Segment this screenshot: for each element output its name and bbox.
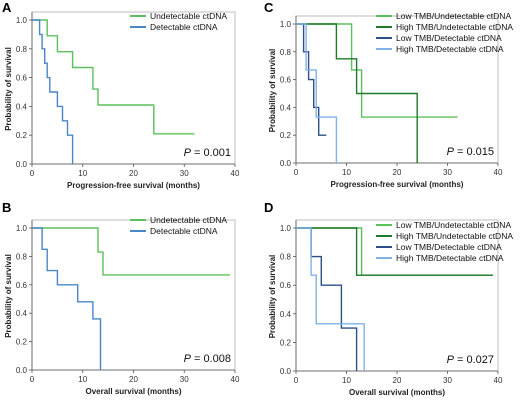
y-tick-label: 0.8 (16, 252, 28, 261)
survival-curve-4 (296, 227, 365, 371)
panel-label: A (2, 0, 12, 15)
x-tick-label: 40 (494, 376, 503, 385)
legend-label: Low TMB/Detectable ctDNA (396, 242, 502, 252)
legend-label: High TMB/Detectable ctDNA (396, 44, 504, 54)
x-tick-label: 30 (180, 375, 189, 384)
x-tick-label: 10 (78, 375, 87, 384)
y-tick-label: 0.2 (280, 131, 292, 140)
plot-frame (31, 219, 236, 371)
survival-curve-4 (296, 23, 338, 163)
legend-label: Undetectable ctDNA (150, 215, 227, 225)
x-tick-label: 10 (342, 168, 351, 177)
y-axis-title: Probability of survival (268, 255, 277, 339)
y-tick-label: 0.4 (280, 103, 292, 112)
p-value: P = 0.027 (447, 354, 494, 366)
legend-label: Low TMB/Undetectable ctDNA (396, 11, 511, 21)
legend-label: Detectable ctDNA (150, 22, 218, 32)
survival-curve-2 (296, 227, 493, 276)
survival-curve-1 (32, 227, 230, 276)
y-tick-label: 0.0 (16, 366, 28, 375)
y-tick-label: 0.2 (280, 338, 292, 347)
survival-curve-2 (296, 23, 418, 163)
x-tick-label: 0 (294, 376, 299, 385)
survival-curve-1 (32, 19, 195, 135)
survival-curve-3 (296, 227, 358, 371)
x-tick-label: 20 (129, 169, 138, 178)
y-tick-label: 0.6 (16, 74, 28, 83)
x-axis-title: Overall survival (months) (85, 387, 181, 396)
x-axis-title: Overall survival (months) (349, 388, 445, 397)
x-tick-label: 0 (294, 168, 299, 177)
legend-label: High TMB/Undetectable ctDNA (396, 22, 513, 32)
y-tick-label: 0.2 (16, 131, 28, 140)
y-tick-label: 1.0 (16, 224, 28, 233)
y-tick-label: 1.0 (280, 224, 292, 233)
x-tick-label: 0 (30, 169, 35, 178)
x-tick-label: 20 (393, 376, 402, 385)
x-tick-label: 30 (443, 168, 452, 177)
y-tick-label: 0.0 (280, 159, 292, 168)
x-tick-label: 10 (342, 376, 351, 385)
y-tick-label: 0.6 (280, 76, 292, 85)
survival-curve-3 (296, 23, 327, 136)
x-tick-label: 30 (180, 169, 189, 178)
y-tick-label: 0.6 (16, 281, 28, 290)
panel-a: A 0.0 0.2 0.4 0.6 0.8 1.0 0 10 20 30 40 Progression-… (2, 0, 240, 190)
y-tick-label: 0.4 (16, 102, 28, 111)
survival-curve-2 (32, 19, 74, 164)
x-tick-label: 40 (231, 375, 240, 384)
legend-label: Undetectable ctDNA (150, 11, 227, 21)
y-tick-label: 0.4 (280, 310, 292, 319)
legend-label: High TMB/Detectable ctDNA (396, 253, 504, 263)
y-tick-label: 0.6 (280, 281, 292, 290)
x-tick-label: 40 (231, 169, 240, 178)
y-tick-label: 0.8 (280, 253, 292, 262)
y-tick-label: 1.0 (16, 16, 28, 25)
p-value: P = 0.008 (184, 353, 231, 365)
x-tick-label: 20 (129, 375, 138, 384)
x-axis-title: Progression-free survival (months) (331, 180, 464, 189)
y-tick-label: 0.0 (16, 160, 28, 169)
x-tick-label: 40 (494, 168, 503, 177)
panel-b: B 0.0 0.2 0.4 0.6 0.8 1.0 0 10 20 30 40 Overall surv… (2, 200, 240, 396)
x-tick-label: 0 (30, 375, 35, 384)
panel-label: B (2, 200, 11, 215)
x-tick-label: 30 (443, 376, 452, 385)
y-axis-title: Probability of survival (268, 49, 277, 133)
p-value: P = 0.015 (447, 146, 494, 158)
legend-label: High TMB/Undetectable ctDNA (396, 231, 513, 241)
panel-label: C (264, 0, 274, 15)
panel-c: C 0.0 0.2 0.4 0.6 0.8 1.0 0 10 20 30 40 Progression-… (264, 0, 513, 189)
plot-frame (31, 11, 236, 165)
survival-curve-2 (32, 227, 102, 370)
y-axis-title: Probability of survival (4, 47, 13, 131)
x-axis-title: Progression-free survival (months) (67, 181, 200, 190)
x-tick-label: 10 (78, 169, 87, 178)
legend-label: Low TMB/Detectable ctDNA (396, 33, 502, 43)
p-value: P = 0.001 (184, 147, 231, 159)
panel-d: D 0.0 0.2 0.4 0.6 0.8 1.0 0 10 20 30 40 Overall surv… (264, 200, 513, 397)
legend-label: Detectable ctDNA (150, 226, 218, 236)
y-axis-title: Probability of survival (4, 254, 13, 338)
y-tick-label: 0.2 (16, 338, 28, 347)
y-tick-label: 0.0 (280, 367, 292, 376)
y-tick-label: 0.8 (280, 48, 292, 57)
panel-label: D (264, 200, 273, 215)
x-tick-label: 20 (393, 168, 402, 177)
y-tick-label: 0.4 (16, 309, 28, 318)
y-tick-label: 1.0 (280, 20, 292, 29)
legend-label: Low TMB/Undetectable ctDNA (396, 220, 511, 230)
y-tick-label: 0.8 (16, 45, 28, 54)
